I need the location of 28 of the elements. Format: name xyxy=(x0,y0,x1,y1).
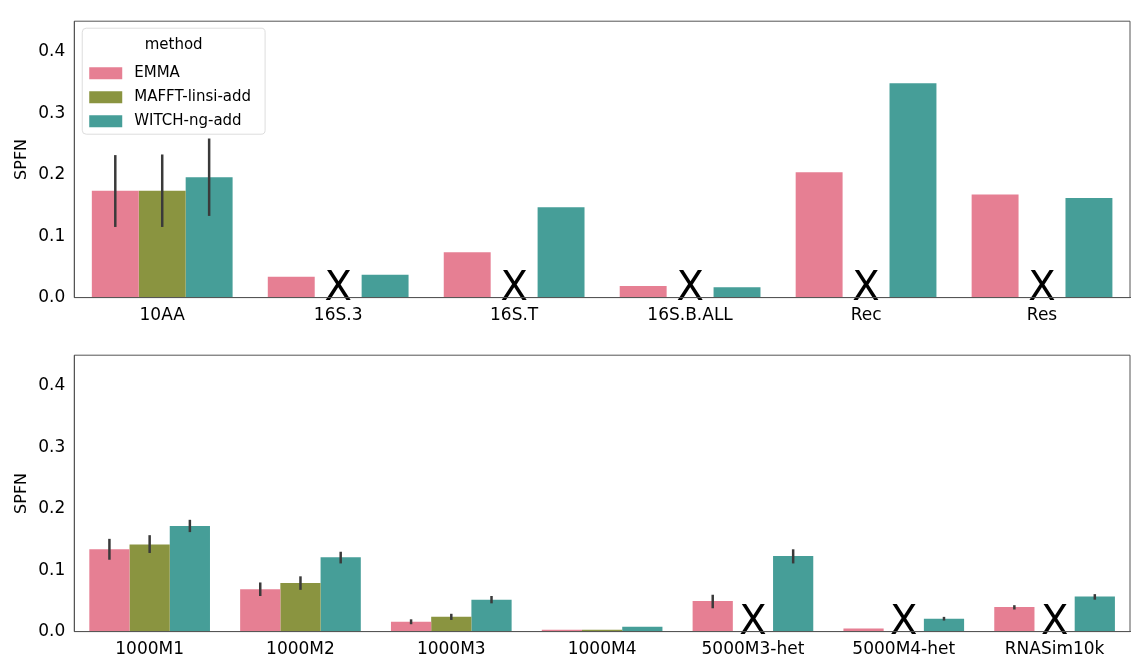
y-tick-label: 0.2 xyxy=(38,497,66,518)
legend-title: method xyxy=(144,35,203,54)
y-tick-label: 0.2 xyxy=(38,163,66,184)
legend-label: EMMA xyxy=(134,63,181,82)
legend-label: WITCH-ng-add xyxy=(134,111,242,130)
y-axis-title: SPFN xyxy=(10,138,30,180)
x-tick-label: 1000M2 xyxy=(266,638,335,659)
x-tick-label: Res xyxy=(1026,304,1058,325)
x-tick-label: 16S.T xyxy=(490,304,539,325)
y-axis-title: SPFN xyxy=(10,472,30,514)
y-tick-label: 0.4 xyxy=(38,374,66,395)
y-tick-label: 0.4 xyxy=(38,40,66,61)
y-tick-label: 0.1 xyxy=(38,224,66,245)
x-tick-label: 1000M4 xyxy=(567,638,637,659)
x-tick-label: 5000M3-het xyxy=(701,638,805,659)
legend-label: MAFFT-linsi-add xyxy=(134,87,252,106)
x-tick-label: 5000M4-het xyxy=(852,638,956,659)
x-tick-label: 16S.B.ALL xyxy=(647,304,734,325)
y-tick-label: 0.1 xyxy=(38,558,66,579)
y-tick-label: 0.3 xyxy=(38,435,66,456)
x-tick-label: 1000M1 xyxy=(115,638,185,659)
x-tick-label: Rec xyxy=(850,304,882,325)
y-tick-label: 0.3 xyxy=(38,101,66,122)
y-tick-label: 0.0 xyxy=(38,286,66,307)
x-tick-label: 16S.3 xyxy=(313,304,363,325)
x-tick-label: 1000M3 xyxy=(416,638,486,659)
y-tick-label: 0.0 xyxy=(38,620,66,641)
x-tick-label: 10AA xyxy=(139,304,186,325)
